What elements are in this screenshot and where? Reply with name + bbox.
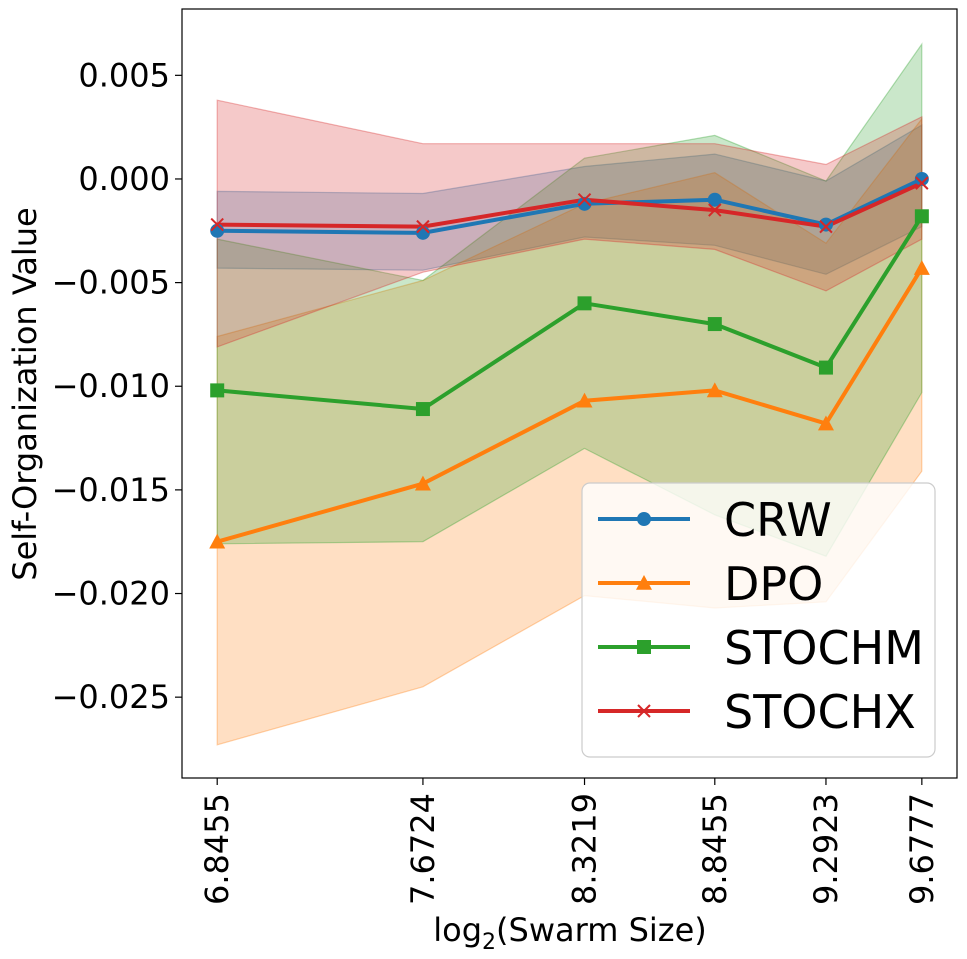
- legend-marker-crw: [637, 512, 651, 526]
- point-crw-3: [707, 192, 722, 207]
- x-axis-label-main: log: [433, 911, 482, 949]
- legend-label-crw: CRW: [724, 493, 832, 547]
- x-tick-label-4: 9.2923: [807, 793, 845, 905]
- x-tick-label-5: 9.6777: [903, 793, 941, 905]
- y-tick-label-3: −0.010: [52, 367, 170, 405]
- band-stochm: [216, 42, 923, 557]
- y-axis-label: Self-Organization Value: [6, 207, 44, 580]
- y-tick-label-4: −0.015: [52, 471, 170, 509]
- y-tick-label-5: −0.020: [52, 575, 170, 613]
- x-axis-label-rest: (Swarm Size): [496, 911, 707, 949]
- point-stochx-2-stroke-b: [577, 192, 592, 207]
- point-stochx-0: [210, 217, 224, 232]
- legend-label-stochm: STOCHM: [724, 621, 924, 675]
- point-crw-2: [577, 196, 592, 211]
- point-crw-4: [818, 217, 833, 232]
- x-tick-label-1: 7.6724: [404, 793, 442, 905]
- point-dpo-5: [913, 260, 930, 275]
- x-tick-label-0: 6.8455: [198, 793, 236, 905]
- point-dpo-0: [209, 533, 226, 549]
- point-stochx-0-stroke-b: [210, 217, 224, 232]
- point-stochx-3: [708, 203, 722, 217]
- point-stochm-2: [577, 296, 592, 311]
- legend-marker-stochm: [637, 640, 651, 654]
- point-stochm-5: [914, 209, 929, 224]
- legend-marker-dpo: [636, 575, 652, 590]
- point-stochx-5-stroke-b: [915, 176, 929, 190]
- series-line-crw: [215, 177, 924, 235]
- point-dpo-3: [706, 382, 723, 398]
- legend: CRW DPO STOCHM STOCHX: [581, 482, 936, 758]
- legend-entries: CRW DPO STOCHM STOCHX: [598, 493, 924, 739]
- point-stochx-3-stroke-b: [708, 203, 722, 217]
- point-dpo-1: [414, 475, 431, 491]
- point-stochm-1: [415, 402, 430, 417]
- y-tick-label-2: −0.005: [52, 264, 170, 302]
- series-markers: [209, 171, 930, 549]
- point-stochx-1: [416, 219, 430, 234]
- y-axis: 0.005 0.000 −0.005 −0.010 −0.015 −0.020 −0.025: [52, 56, 182, 716]
- point-dpo-2: [576, 392, 593, 408]
- legend-label-stochx: STOCHX: [724, 685, 916, 739]
- point-stochx-1-stroke-b: [416, 219, 430, 234]
- point-stochm-4: [818, 360, 833, 375]
- legend-marker-stochx: [637, 704, 651, 718]
- band-crw: [216, 124, 923, 275]
- y-tick-label-1: 0.000: [78, 160, 170, 198]
- point-dpo-4: [817, 415, 834, 431]
- legend-marker-stochx-stroke-b: [637, 704, 651, 718]
- point-stochm-0: [210, 383, 225, 398]
- band-stochx: [216, 99, 923, 348]
- series-line-stochx: [215, 181, 924, 229]
- point-stochx-4-stroke-b: [819, 219, 833, 234]
- x-axis: 6.8455 7.6724 8.3219 8.8455 9.2923 9.6777: [198, 778, 941, 905]
- point-stochx-5: [915, 176, 929, 190]
- series-line-dpo: [215, 266, 924, 544]
- legend-label-dpo: DPO: [724, 557, 823, 611]
- point-stochx-4: [819, 219, 833, 234]
- y-tick-label-6: −0.025: [52, 678, 170, 716]
- point-crw-5: [914, 171, 929, 186]
- point-stochm-3: [707, 317, 722, 332]
- series-line-stochm: [215, 214, 924, 411]
- y-tick-label-0: 0.005: [78, 56, 170, 94]
- x-tick-label-3: 8.8455: [696, 793, 734, 905]
- series-lines: [215, 177, 924, 544]
- legend-box: [581, 482, 936, 758]
- x-axis-label-subscript: 2: [482, 930, 496, 955]
- point-stochx-2: [577, 192, 592, 207]
- plot-frame: [181, 8, 958, 779]
- x-axis-label: log2(Swarm Size): [433, 911, 706, 955]
- x-tick-label-2: 8.3219: [566, 793, 604, 905]
